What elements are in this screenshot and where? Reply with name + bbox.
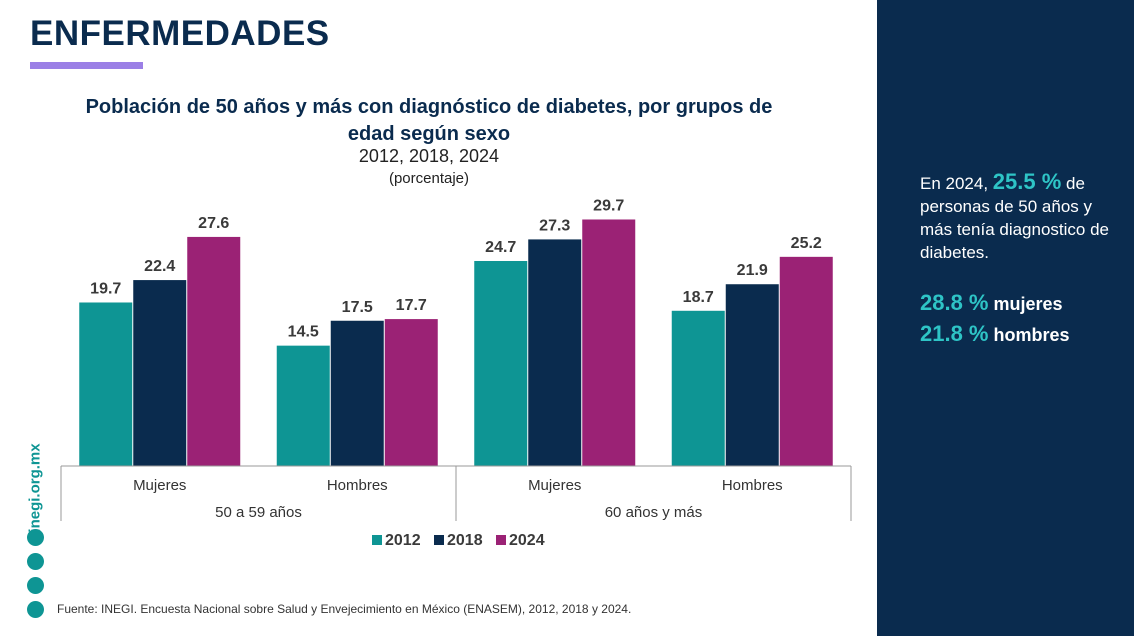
value-label: 27.3 xyxy=(539,217,570,234)
chart: 19.7 14.5 24.7 18.7 22.4 17.5 27.3 21.9 27.6 17.7… xyxy=(60,197,852,549)
value-label: 25.2 xyxy=(791,235,822,252)
side-body: de personas de 50 años y más tenía diagn… xyxy=(920,174,1110,262)
bar xyxy=(79,302,133,466)
side-stats: 28.8 % mujeres 21.8 % hombres xyxy=(920,288,1070,350)
bar xyxy=(528,239,582,466)
page-title: ENFERMEDADES xyxy=(30,14,330,53)
bar xyxy=(671,310,725,466)
legend-swatch xyxy=(434,535,444,545)
stat-value: 21.8 % xyxy=(920,321,989,346)
chart-subtitle: 2012, 2018, 2024 xyxy=(358,146,500,166)
x-icon[interactable] xyxy=(27,577,44,594)
x-tick-label: Hombres xyxy=(722,477,783,494)
value-label: 22.4 xyxy=(144,258,175,275)
source-note: Fuente: INEGI. Encuesta Nacional sobre S… xyxy=(57,602,632,616)
legend-label: 2018 xyxy=(447,532,483,549)
bar xyxy=(725,284,779,466)
bar xyxy=(779,256,833,466)
legend-label: 2012 xyxy=(385,532,421,549)
side-text: En 2024, 25.5 % de personas de 50 años y… xyxy=(920,170,1120,264)
legend-swatch xyxy=(372,535,382,545)
youtube-icon[interactable] xyxy=(27,529,44,546)
chart-title: Población de 50 años y más con diagnósti… xyxy=(85,96,773,145)
value-label: 24.7 xyxy=(485,239,516,256)
x-tick-label: Mujeres xyxy=(133,477,186,494)
x-tick-label: Mujeres xyxy=(528,477,581,494)
bar xyxy=(133,280,187,466)
side-highlight: 25.5 % xyxy=(992,169,1062,194)
site-url[interactable]: inegi.org.mx xyxy=(26,443,44,533)
group-label: 60 años y más xyxy=(605,504,703,521)
legend-label: 2024 xyxy=(509,532,545,549)
legend-swatch xyxy=(496,535,506,545)
stat-label: mujeres xyxy=(993,294,1063,314)
stat: 21.8 % hombres xyxy=(920,319,1070,350)
bar xyxy=(384,319,438,466)
facebook-icon[interactable] xyxy=(27,601,44,618)
chart-unit: (porcentaje) xyxy=(388,170,470,187)
bar xyxy=(474,260,528,466)
side-intro: En 2024, xyxy=(920,174,989,193)
side-panel: En 2024, 25.5 % de personas de 50 años y… xyxy=(877,0,1134,636)
value-label: 14.5 xyxy=(288,324,319,341)
instagram-icon[interactable] xyxy=(27,553,44,570)
title-underline xyxy=(30,62,143,69)
value-label: 29.7 xyxy=(593,197,624,214)
group-label: 50 a 59 años xyxy=(215,504,302,521)
x-tick-label: Hombres xyxy=(327,477,388,494)
value-label: 19.7 xyxy=(90,280,121,297)
stat-value: 28.8 % xyxy=(920,290,989,315)
bar xyxy=(330,320,384,466)
value-label: 17.7 xyxy=(396,297,427,314)
stat: 28.8 % mujeres xyxy=(920,288,1070,319)
value-label: 17.5 xyxy=(342,299,373,316)
bar xyxy=(187,236,241,466)
bar xyxy=(276,345,330,466)
value-label: 18.7 xyxy=(683,289,714,306)
stat-label: hombres xyxy=(993,325,1070,345)
bar xyxy=(582,219,636,466)
value-label: 21.9 xyxy=(737,262,768,279)
value-label: 27.6 xyxy=(198,215,229,232)
